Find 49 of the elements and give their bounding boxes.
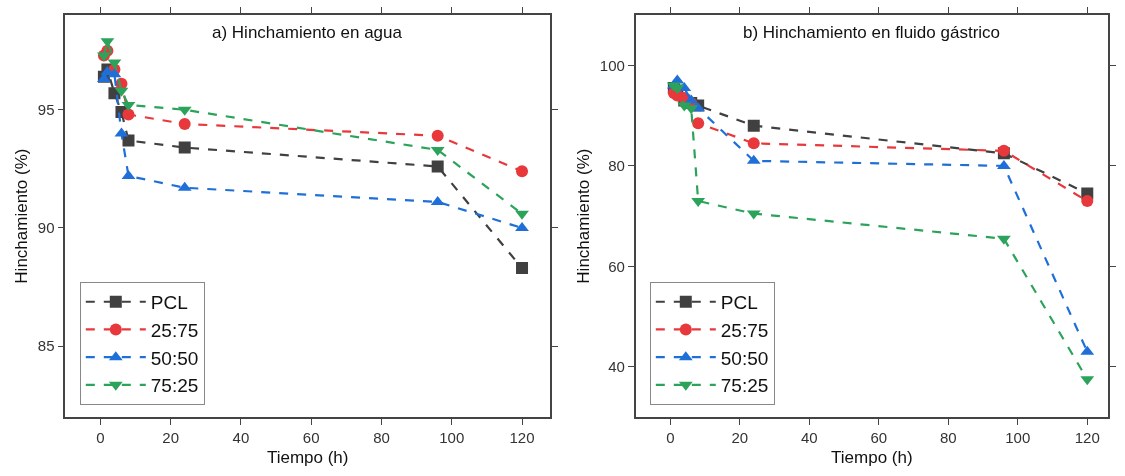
legend-label: 50:50 [150,347,199,369]
x-tick-label: 40 [232,428,250,446]
point [122,108,135,121]
x-axis-title: Tiempo (h) [266,447,349,467]
x-tick-label: 80 [373,428,390,446]
x-tick-label: 100 [1005,428,1031,446]
point [516,262,529,275]
legend-label: 75:25 [720,375,769,397]
y-axis-title: Hinchamiento (%) [573,148,593,284]
x-tick-label: 60 [302,428,320,446]
point [431,129,444,142]
point [692,117,705,130]
y-tick-label: 40 [608,358,625,376]
point [1081,195,1094,208]
x-tick-label: 80 [939,428,957,446]
x-tick-label: 0 [666,428,675,446]
legend-label: PCL [150,292,188,314]
point [515,210,529,220]
y-tick-label: 95 [37,101,55,119]
text: b) Hinchamiento en fluido gástrico [743,23,1001,42]
point [178,117,191,130]
x-tick-label: 120 [1074,428,1100,446]
y-tick-label: 60 [608,257,625,275]
point [431,160,444,173]
point [516,165,529,178]
point [515,221,529,231]
x-tick-label: 20 [731,428,749,446]
y-tick-label: 85 [37,337,55,355]
y-tick-label: 90 [37,219,55,237]
x-tick-label: 40 [800,428,818,446]
y-tick-label: 80 [608,157,625,175]
legend-label: 25:75 [150,319,199,341]
legend-label: 25:75 [720,319,769,341]
point [747,119,760,132]
x-tick-label: 0 [96,428,105,446]
x-tick-label: 20 [162,428,179,446]
legend-label: 75:25 [150,375,199,397]
y-tick-label: 100 [599,56,625,74]
point [178,141,191,154]
point [747,137,760,150]
text: a) Hinchamiento en agua [212,23,403,42]
x-tick-label: 120 [509,428,535,446]
x-tick-label: 100 [439,428,465,446]
x-tick-label: 60 [870,428,888,446]
y-axis-title: Hinchamiento (%) [11,148,31,284]
legend-label: 50:50 [720,347,769,369]
legend-label: PCL [720,292,758,314]
x-axis-title: Tiempo (h) [831,447,913,467]
point [122,134,135,147]
